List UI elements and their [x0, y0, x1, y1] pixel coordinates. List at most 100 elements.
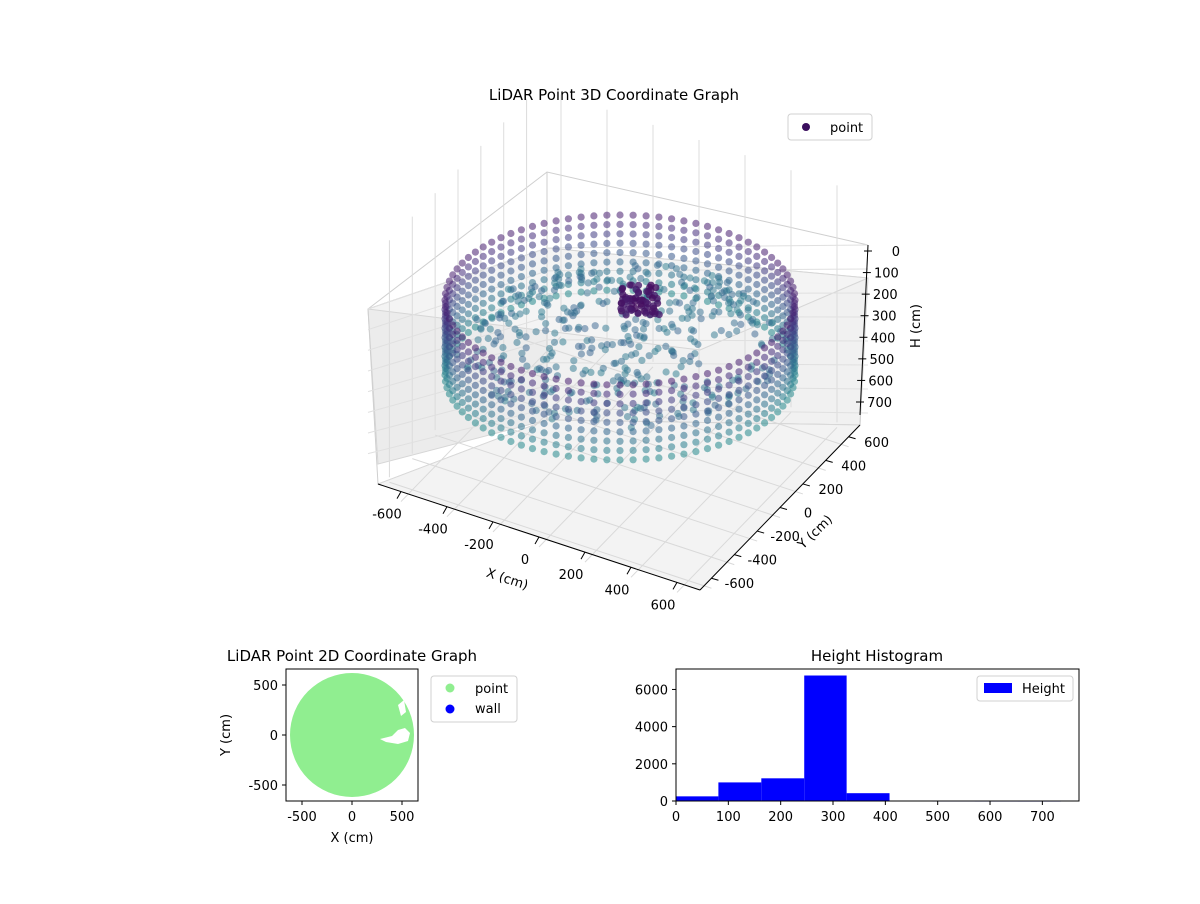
point-3d [774, 380, 782, 388]
chart-3d-title: LiDAR Point 3D Coordinate Graph [489, 86, 739, 104]
point-3d [715, 235, 723, 243]
point-3d [744, 257, 752, 265]
point-3d [783, 271, 791, 279]
point-3d [578, 276, 586, 284]
y-tick-3d [779, 507, 788, 510]
point-3d [616, 400, 624, 408]
point-3d [708, 312, 716, 320]
point-3d [458, 306, 466, 314]
point-3d [642, 427, 650, 435]
point-3d [620, 322, 628, 330]
point-3d [779, 393, 787, 401]
point-3d [603, 267, 611, 276]
point-3d [642, 408, 650, 416]
point-3d [703, 379, 712, 387]
point-3d [725, 400, 733, 408]
point-3d [768, 300, 776, 308]
chart-2d: LiDAR Point 2D Coordinate Graph -500 0 500… [219, 647, 518, 846]
point-3d [617, 304, 625, 313]
point-3d [590, 259, 598, 267]
point-3d [590, 212, 598, 220]
point-3d [715, 244, 723, 253]
point-3d [497, 234, 505, 242]
point-3d [744, 373, 752, 381]
point-3d [715, 254, 723, 262]
point-3d [668, 280, 676, 288]
point-3d [453, 365, 461, 373]
point-3d [616, 428, 624, 436]
z-tick-label-3d: 300 [872, 310, 897, 325]
point-3d [768, 291, 776, 299]
point-3d [488, 266, 496, 274]
point-3d [528, 379, 537, 387]
point-3d [655, 222, 663, 231]
point-3d [564, 433, 573, 442]
x-ticks-histogram: 0 100 200 300 400 500 600 700 [672, 801, 1055, 825]
point-3d [655, 379, 663, 387]
point-3d [703, 435, 712, 443]
point-3d [647, 421, 655, 430]
point-3d [725, 428, 733, 436]
point-3d [696, 308, 704, 316]
point-3d [715, 432, 723, 440]
point-3d [779, 402, 787, 410]
point-3d [542, 320, 550, 328]
point-3d [623, 295, 631, 303]
point-3d [511, 325, 519, 333]
point-3d [464, 385, 472, 393]
ground-points-disc [290, 673, 414, 797]
point-3d [479, 299, 487, 307]
point-3d [471, 286, 479, 294]
point-3d [753, 405, 761, 413]
point-3d [680, 384, 688, 393]
point-3d [629, 249, 637, 257]
point-3d [730, 301, 738, 309]
point-3d [441, 302, 450, 310]
point-3d [464, 253, 472, 262]
y-tick-3d [711, 577, 719, 581]
point-3d [471, 381, 479, 389]
point-3d [619, 290, 627, 298]
point-3d [715, 413, 723, 421]
y-ticks-3d: -600 -400 -200 0 200 400 600 [711, 436, 889, 592]
point-3d [753, 243, 761, 251]
point-3d [497, 433, 505, 441]
point-3d [445, 277, 453, 285]
point-3d [517, 413, 526, 421]
y-tick-label-3d: -600 [725, 577, 755, 592]
point-3d [590, 436, 598, 444]
point-3d [753, 271, 761, 279]
point-3d [680, 441, 688, 449]
point-3d [708, 272, 716, 280]
point-3d [458, 297, 466, 305]
point-3d [507, 248, 515, 256]
point-3d [703, 241, 712, 249]
point-3d [703, 426, 712, 434]
point-3d [629, 437, 637, 445]
point-3d [774, 333, 782, 341]
point-3d [441, 296, 449, 304]
point-3d [679, 357, 687, 365]
point-3d [647, 281, 655, 289]
point-3d [500, 352, 508, 360]
point-3d [642, 240, 650, 248]
point-3d [564, 252, 573, 260]
grid-line-y [389, 481, 712, 589]
point-3d [458, 333, 466, 341]
point-3d [517, 366, 526, 374]
point-3d [484, 334, 492, 343]
point-3d [655, 213, 663, 221]
point-3d [577, 350, 586, 358]
point-3d [507, 276, 515, 284]
point-3d [768, 385, 776, 393]
point-3d [725, 229, 733, 238]
x-tick-3d [396, 491, 402, 499]
point-3d [488, 276, 496, 284]
point-3d [583, 289, 591, 297]
point-3d [744, 419, 752, 427]
point-3d [567, 309, 575, 317]
point-3d [458, 408, 466, 416]
point-3d [517, 441, 526, 449]
x-tick-label-2d: 500 [390, 810, 415, 825]
point-3d [655, 241, 663, 249]
